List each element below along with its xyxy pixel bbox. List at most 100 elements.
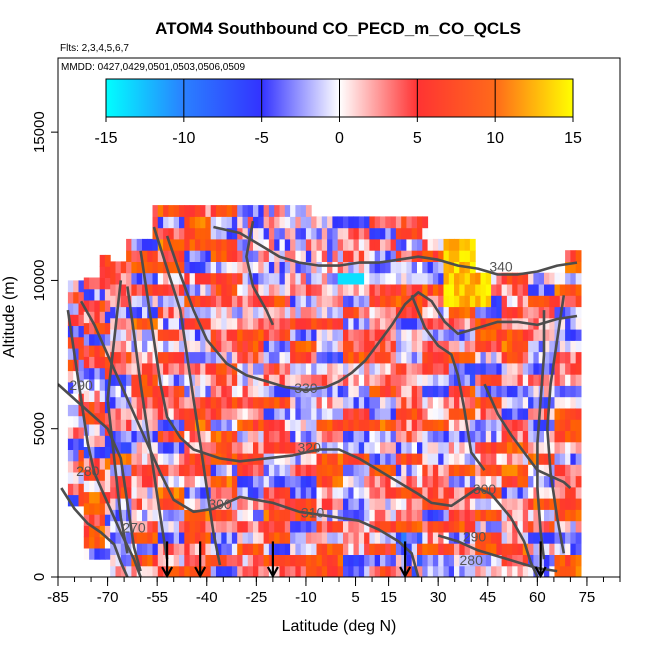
heatmap-cell: [99, 480, 106, 493]
heatmap-cell: [522, 441, 529, 454]
heatmap-cell: [268, 340, 275, 353]
heatmap-cell: [390, 216, 397, 229]
heatmap-cell: [422, 475, 429, 488]
heatmap-cell: [290, 543, 296, 555]
heatmap-cell: [496, 520, 503, 533]
heatmap-cell: [142, 385, 148, 398]
heatmap-cell: [305, 329, 312, 341]
heatmap-cell: [89, 514, 95, 526]
heatmap-cell: [210, 441, 217, 454]
heatmap-cell: [464, 554, 471, 567]
heatmap-cell: [448, 385, 455, 398]
heatmap-cell: [316, 520, 323, 533]
heatmap-cell: [274, 441, 280, 454]
heatmap-cell: [194, 362, 201, 375]
heatmap-cell: [496, 374, 503, 386]
heatmap-cell: [570, 340, 577, 353]
heatmap-cell: [268, 272, 275, 285]
heatmap-cell: [480, 306, 487, 319]
heatmap-cell: [491, 475, 497, 488]
heatmap-cell: [485, 362, 492, 375]
heatmap-cell: [565, 441, 571, 454]
heatmap-cell: [343, 475, 349, 488]
heatmap-cell: [390, 374, 397, 386]
heatmap-cell: [136, 238, 143, 251]
y-tick-label: 10000: [31, 260, 48, 302]
heatmap-cell: [438, 374, 444, 386]
heatmap-cell: [327, 453, 333, 465]
heatmap-cell: [231, 498, 238, 510]
heatmap-cell: [348, 216, 355, 229]
heatmap-cell: [321, 441, 328, 454]
heatmap-cell: [321, 227, 328, 240]
heatmap-cell: [258, 554, 265, 567]
heatmap-cell: [570, 250, 577, 262]
heatmap-cell: [517, 486, 524, 499]
heatmap-cell: [179, 216, 185, 229]
heatmap-cell: [115, 284, 122, 296]
heatmap-cell: [432, 295, 439, 308]
heatmap-cell: [290, 216, 296, 229]
heatmap-cell: [173, 351, 180, 364]
heatmap-cell: [179, 374, 185, 386]
heatmap-cell: [258, 498, 265, 510]
heatmap-cell: [73, 336, 79, 349]
heatmap-cell: [517, 509, 524, 522]
heatmap-cell: [205, 419, 212, 431]
heatmap-cell: [538, 453, 545, 465]
heatmap-cell: [221, 295, 228, 308]
heatmap-cell: [131, 486, 138, 499]
heatmap-cell: [443, 272, 450, 285]
heatmap-cell: [491, 565, 497, 577]
heatmap-cell: [406, 464, 413, 477]
heatmap-cell: [380, 374, 386, 386]
heatmap-cell: [210, 329, 217, 341]
y-tick-label: 15000: [31, 111, 48, 153]
heatmap-cell: [528, 295, 534, 308]
heatmap-cell: [432, 464, 439, 477]
heatmap-cell: [295, 385, 302, 398]
heatmap-cell: [411, 284, 418, 296]
heatmap-cell: [305, 498, 312, 510]
heatmap-cell: [295, 509, 302, 522]
heatmap-cell: [99, 536, 106, 549]
heatmap-cell: [501, 317, 508, 330]
heatmap-cell: [231, 295, 238, 308]
heatmap-cell: [554, 498, 561, 510]
heatmap-cell: [131, 419, 138, 431]
heatmap-cell: [427, 317, 434, 330]
heatmap-cell: [295, 396, 302, 409]
heatmap-cell: [231, 351, 238, 364]
heatmap-cell: [417, 374, 423, 386]
heatmap-cell: [475, 362, 481, 375]
heatmap-cell: [290, 284, 296, 296]
heatmap-cell: [522, 475, 529, 488]
heatmap-cell: [528, 284, 534, 296]
heatmap-cell: [268, 362, 275, 375]
heatmap-cell: [401, 385, 407, 398]
heatmap-cell: [268, 520, 275, 533]
heatmap-cell: [464, 250, 471, 262]
heatmap-cell: [512, 453, 518, 465]
heatmap-cell: [89, 424, 95, 436]
heatmap-cell: [369, 250, 376, 262]
heatmap-cell: [549, 385, 556, 398]
heatmap-cell: [126, 408, 132, 420]
heatmap-cell: [364, 509, 370, 522]
heatmap-cell: [496, 554, 503, 567]
heatmap-cell: [268, 531, 275, 544]
heatmap-cell: [554, 284, 561, 296]
heatmap-cell: [480, 486, 487, 499]
heatmap-cell: [469, 453, 476, 465]
heatmap-cell: [184, 306, 191, 319]
heatmap-cell: [501, 295, 508, 308]
heatmap-cell: [544, 486, 550, 499]
heatmap-cell: [422, 464, 429, 477]
heatmap-cell: [200, 216, 206, 229]
heatmap-cell: [358, 509, 365, 522]
heatmap-cell: [237, 329, 243, 341]
heatmap-cell: [247, 419, 254, 431]
heatmap-cell: [274, 430, 280, 443]
heatmap-cell: [157, 430, 164, 443]
heatmap-cell: [104, 333, 111, 346]
